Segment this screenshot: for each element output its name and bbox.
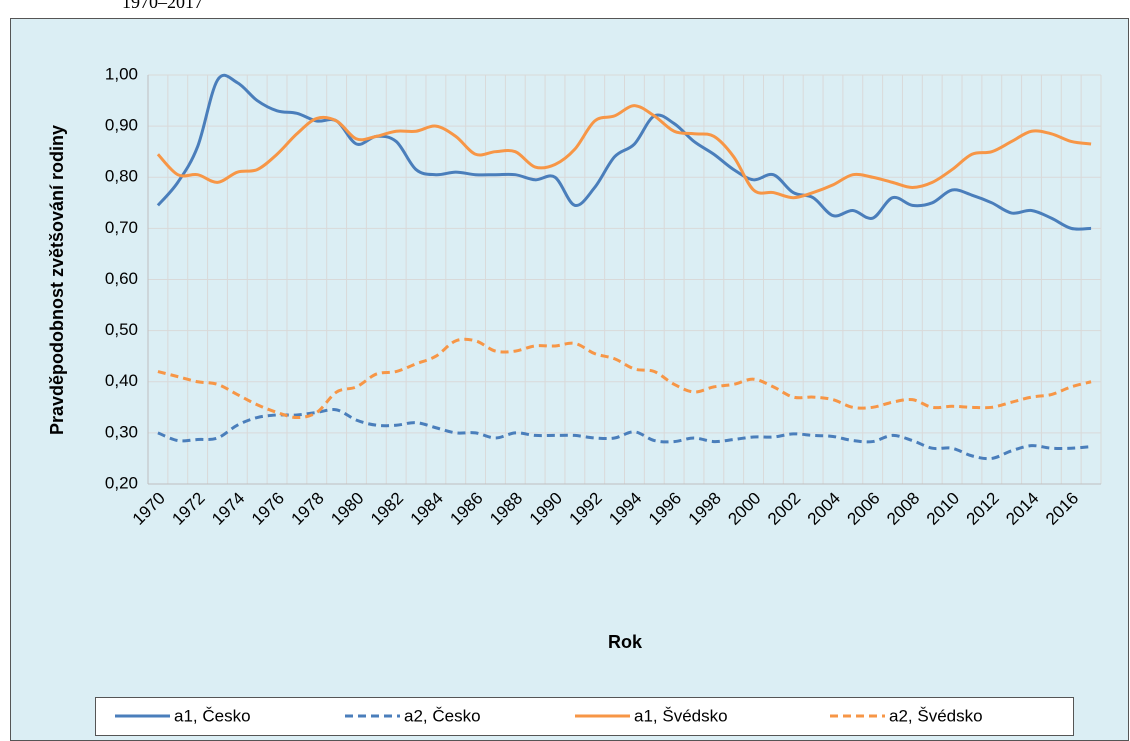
- y-axis-title: Pravděpodobnost zvětšování rodiny: [47, 125, 67, 435]
- y-tick-label: 0,80: [105, 167, 138, 186]
- legend-label: a2, Švédsko: [889, 706, 983, 725]
- legend-label: a2, Česko: [404, 706, 481, 725]
- x-axis-title: Rok: [608, 632, 643, 652]
- legend-label: a1, Švédsko: [634, 706, 728, 725]
- series-line: [157, 337, 1092, 420]
- y-tick-label: 0,90: [105, 116, 138, 135]
- legend-label: a1, Česko: [174, 706, 251, 725]
- series-line: [156, 104, 1092, 200]
- y-tick-label: 0,50: [105, 320, 138, 339]
- y-tick-label: 1,00: [105, 64, 138, 83]
- y-tick-label: 0,60: [105, 269, 138, 288]
- y-tick-label: 0,20: [105, 473, 138, 492]
- chart-subtitle: 1970–2017: [122, 0, 203, 12]
- y-tick-label: 0,70: [105, 218, 138, 237]
- y-tick-label: 0,40: [105, 371, 138, 390]
- chart-frame: [10, 18, 1129, 741]
- y-tick-label: 0,30: [105, 422, 138, 441]
- series-line: [157, 408, 1092, 461]
